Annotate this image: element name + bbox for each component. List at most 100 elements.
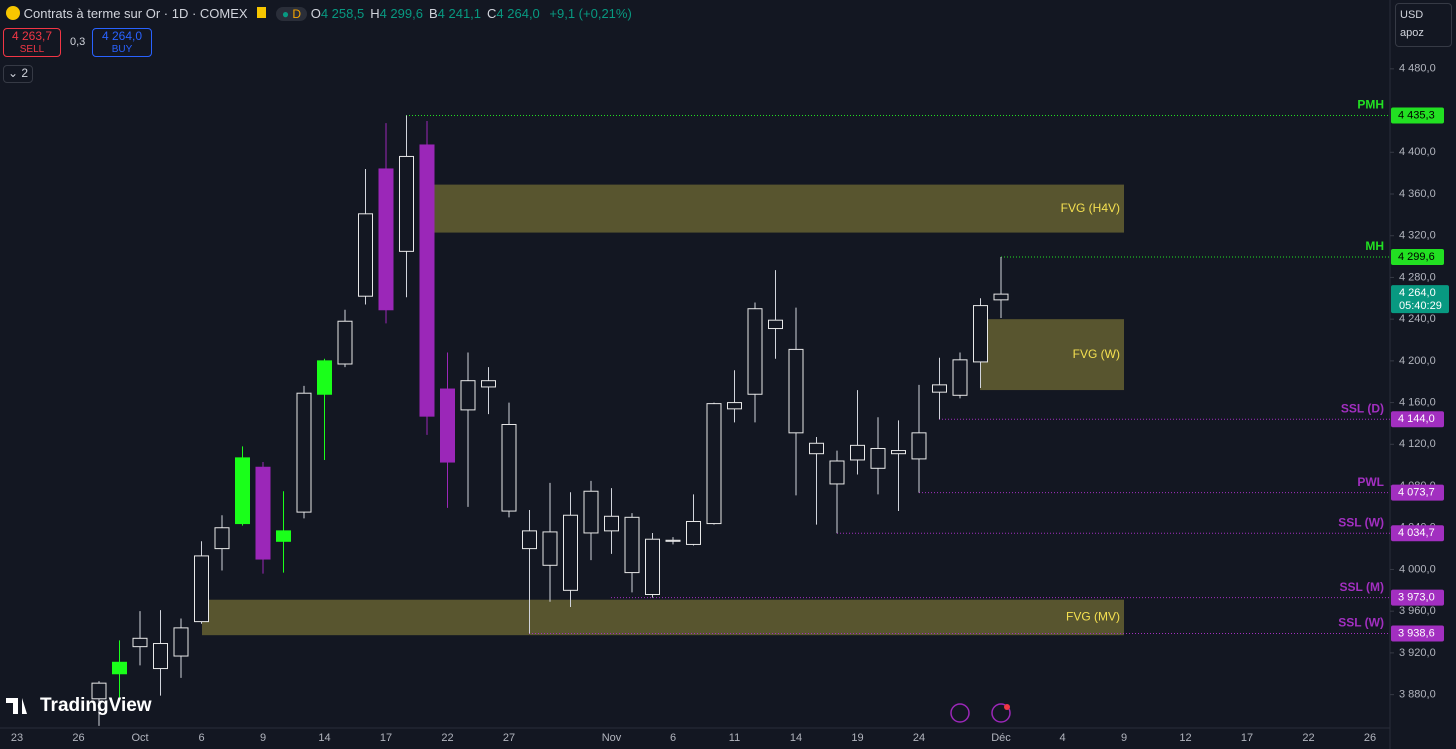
status: ● D bbox=[275, 7, 308, 21]
flag bbox=[257, 7, 267, 18]
x-tick-label: 6 bbox=[670, 732, 676, 744]
buy-button[interactable]: 4 264,0 BUY bbox=[92, 28, 152, 57]
x-tick-label: 27 bbox=[503, 732, 515, 744]
sell-label: SELL bbox=[19, 44, 45, 55]
indicator-count: 2 bbox=[21, 66, 29, 80]
candle-body bbox=[317, 360, 332, 395]
currency-selector[interactable]: USD apoz bbox=[1395, 3, 1452, 47]
sell-price: 4 263,7 bbox=[11, 29, 53, 43]
alert-dot bbox=[1004, 704, 1010, 710]
x-tick-label: Nov bbox=[602, 732, 622, 744]
x-tick-label: 26 bbox=[72, 732, 84, 744]
candle-body bbox=[460, 380, 476, 411]
sell-button[interactable]: 4 263,7 SELL bbox=[3, 28, 61, 57]
y-tick-label: 4 480,0 bbox=[1399, 63, 1436, 75]
y-tick-label: 4 200,0 bbox=[1399, 355, 1436, 367]
candle-body bbox=[337, 320, 353, 365]
replay-icon[interactable] bbox=[950, 703, 970, 723]
level-tag-label: 4 073,7 bbox=[1398, 487, 1435, 499]
level-tag-label: 3 973,0 bbox=[1398, 592, 1435, 604]
x-tick-label: 14 bbox=[790, 732, 802, 744]
x-tick-label: 12 bbox=[1179, 732, 1191, 744]
y-tick-label: 4 280,0 bbox=[1399, 271, 1436, 283]
symbol-title[interactable]: Contrats à terme sur Or · 1D · COMEX bbox=[23, 6, 248, 21]
level-tag bbox=[1391, 107, 1444, 124]
fvg-zone bbox=[434, 184, 1124, 233]
candle-body bbox=[255, 466, 271, 560]
unit: apoz bbox=[1400, 27, 1424, 39]
candle-body bbox=[870, 447, 886, 469]
plot: 3 880,03 920,03 960,04 000,04 040,04 080… bbox=[11, 63, 1449, 744]
candle-body bbox=[891, 450, 906, 455]
candle-body bbox=[153, 643, 168, 670]
candle-body bbox=[686, 520, 701, 545]
buy-price: 4 264,0 bbox=[101, 29, 143, 43]
candle-body bbox=[604, 515, 619, 532]
logo-mark bbox=[6, 698, 27, 714]
ohlc-value: 4 258,5 bbox=[320, 6, 365, 21]
level-name: MH bbox=[1365, 239, 1384, 253]
level-name: SSL (M) bbox=[1340, 580, 1384, 594]
buy-label: BUY bbox=[111, 44, 133, 55]
candle-body bbox=[419, 144, 435, 417]
candle-body bbox=[194, 555, 209, 623]
level-tag bbox=[1391, 248, 1444, 265]
x-tick-label: 26 bbox=[1364, 732, 1376, 744]
zone-label: FVG (MV) bbox=[1066, 610, 1120, 624]
candle-body bbox=[358, 213, 373, 297]
ohlc-value: 4 264,0 bbox=[496, 6, 540, 21]
x-tick-label: Oct bbox=[131, 732, 148, 744]
x-tick-label: 9 bbox=[260, 732, 266, 744]
candle-body bbox=[973, 305, 988, 363]
currency: USD bbox=[1400, 9, 1424, 21]
y-tick-label: 4 360,0 bbox=[1399, 188, 1436, 200]
countdown: 05:40:29 bbox=[1399, 300, 1442, 312]
y-tick-label: 4 120,0 bbox=[1399, 438, 1436, 450]
candle-body bbox=[501, 423, 517, 512]
level-name: PWL bbox=[1357, 475, 1384, 489]
candle-body bbox=[542, 531, 558, 566]
candle-body bbox=[829, 460, 845, 485]
x-tick-label: 19 bbox=[851, 732, 863, 744]
x-tick-label: 22 bbox=[441, 732, 453, 744]
candle-body bbox=[993, 293, 1009, 301]
candle-body bbox=[276, 530, 291, 542]
alert-icon[interactable] bbox=[991, 703, 1011, 723]
x-tick-label: 11 bbox=[729, 732, 740, 744]
ohlc-key: B bbox=[428, 6, 438, 21]
level-tag bbox=[1391, 589, 1444, 606]
level-name: SSL (W) bbox=[1338, 515, 1384, 529]
ohlc-key: O bbox=[310, 6, 321, 21]
candle-body bbox=[132, 637, 148, 648]
candle-body bbox=[624, 516, 640, 574]
x-tick-label: 4 bbox=[1059, 732, 1065, 744]
candle-body bbox=[747, 308, 763, 395]
fvg-zone bbox=[980, 319, 1124, 391]
ohlc-key: H bbox=[370, 6, 380, 21]
level-tag bbox=[1391, 484, 1444, 501]
candle-body bbox=[563, 514, 578, 591]
zone-label: FVG (W) bbox=[1073, 347, 1120, 361]
level-tag-label: 4 299,6 bbox=[1398, 251, 1435, 263]
level-tag bbox=[1391, 411, 1444, 428]
indicator-toggle[interactable]: ⌄ 2 bbox=[3, 65, 33, 83]
x-tick-label: Déc bbox=[991, 732, 1011, 744]
candle-body bbox=[665, 539, 681, 542]
candle-body bbox=[706, 403, 722, 525]
last-price-tag bbox=[1391, 285, 1449, 314]
level-tag bbox=[1391, 525, 1444, 542]
level-name: SSL (D) bbox=[1341, 401, 1384, 415]
candle-body bbox=[235, 457, 250, 525]
zone-label: FVG (H4V) bbox=[1061, 201, 1120, 215]
candle-body bbox=[952, 359, 968, 396]
level-tag-label: 4 034,7 bbox=[1398, 527, 1435, 539]
x-tick-label: 14 bbox=[318, 732, 330, 744]
ohlc-value: 4 241,1 bbox=[437, 6, 482, 21]
x-tick-label: 24 bbox=[913, 732, 925, 744]
candle-body bbox=[932, 384, 947, 393]
level-tag-label: 4 144,0 bbox=[1398, 413, 1435, 425]
y-tick-label: 4 240,0 bbox=[1399, 313, 1436, 325]
x-tick-label: 23 bbox=[11, 732, 23, 744]
